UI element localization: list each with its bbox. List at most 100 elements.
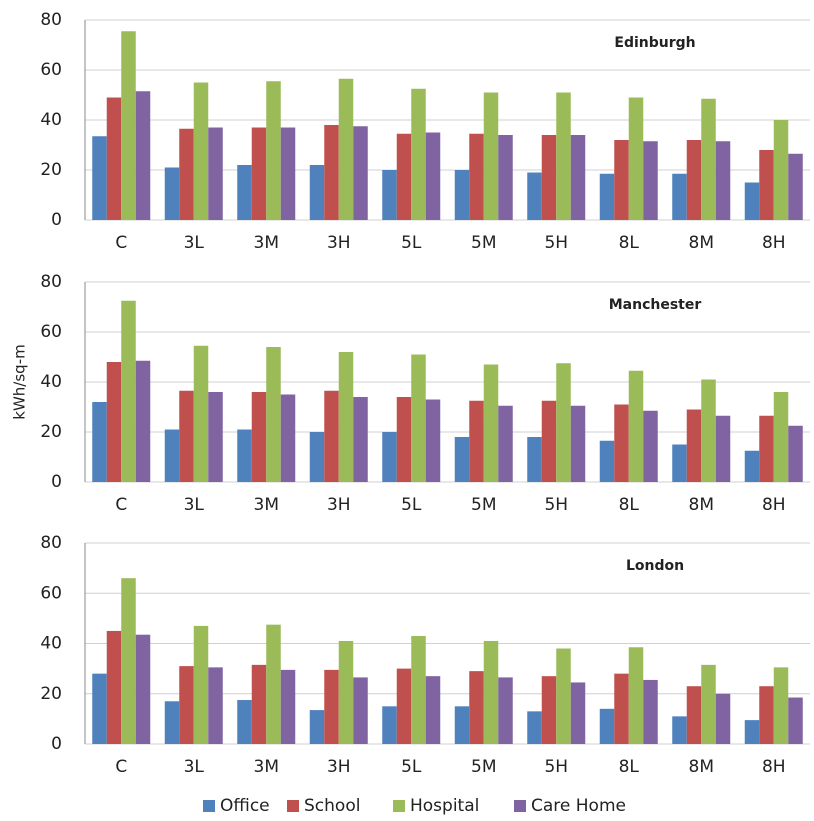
legend-label: Hospital (410, 796, 479, 816)
legend-label: School (304, 796, 360, 816)
x-tick-label: 5L (401, 495, 422, 515)
bar (541, 676, 557, 744)
y-tick-label: 60 (40, 322, 62, 342)
x-tick-label: 8H (762, 233, 786, 253)
x-tick-label: 8H (762, 757, 786, 777)
bar (686, 686, 702, 744)
bar (788, 425, 803, 482)
bar (411, 88, 426, 220)
bar (469, 400, 484, 482)
bar (251, 664, 267, 744)
bar (628, 647, 644, 744)
bar (324, 669, 339, 744)
bar (266, 624, 281, 744)
y-tick-label: 20 (40, 684, 62, 704)
bar (179, 666, 194, 744)
bar (541, 400, 557, 482)
bar (208, 667, 223, 744)
bar (570, 405, 586, 482)
legend-swatch (514, 800, 526, 812)
bar (599, 173, 615, 220)
bar (788, 153, 803, 220)
bar (106, 362, 122, 482)
legend-swatch (203, 800, 215, 812)
x-tick-label: 8L (619, 233, 640, 253)
bar (570, 135, 586, 220)
bar (672, 173, 687, 220)
bar (628, 97, 644, 220)
bar (179, 390, 194, 482)
bar (686, 140, 702, 220)
chart-title: Manchester (609, 297, 702, 313)
bar (498, 405, 513, 482)
bar (382, 432, 397, 482)
bar (324, 390, 339, 482)
legend-swatch (287, 800, 299, 812)
bar (773, 667, 789, 744)
bar (454, 706, 470, 744)
y-tick-label: 0 (51, 210, 62, 230)
bar (744, 720, 760, 744)
bar (164, 429, 180, 482)
bar (773, 392, 789, 482)
y-axis-label: kWh/sq-m (11, 344, 29, 419)
x-tick-label: 3L (184, 233, 205, 253)
y-tick-label: 0 (51, 472, 62, 492)
x-tick-label: 5H (544, 495, 568, 515)
bar (309, 710, 325, 744)
bar (208, 392, 223, 482)
bar (309, 165, 325, 220)
bar (759, 150, 774, 220)
bar (643, 410, 658, 482)
bar (715, 141, 731, 220)
legend-label: Office (220, 796, 270, 816)
bar (498, 135, 513, 220)
bar (483, 640, 499, 744)
x-tick-label: 3M (254, 757, 279, 777)
y-tick-label: 40 (40, 634, 62, 654)
x-tick-label: 3L (184, 495, 205, 515)
x-tick-label: 5M (471, 757, 496, 777)
bar (454, 170, 470, 220)
bar (164, 701, 180, 744)
x-tick-label: C (115, 757, 127, 777)
x-tick-label: 5H (544, 757, 568, 777)
bar (715, 415, 731, 482)
bar (599, 440, 615, 482)
bar (135, 360, 151, 482)
bar (179, 128, 194, 220)
bar (527, 172, 542, 220)
bar (324, 125, 339, 220)
y-tick-label: 60 (40, 60, 62, 80)
bar (425, 399, 441, 482)
bar (338, 352, 354, 482)
bar (425, 676, 441, 744)
bar (121, 31, 136, 220)
x-tick-label: 8M (689, 233, 714, 253)
x-tick-label: 3L (184, 757, 205, 777)
y-tick-label: 80 (40, 272, 62, 292)
bar (425, 132, 441, 220)
bar (773, 120, 789, 220)
bar (280, 394, 296, 482)
bar (266, 347, 281, 482)
bar (483, 92, 499, 220)
x-tick-label: 3H (327, 495, 351, 515)
y-tick-label: 40 (40, 372, 62, 392)
bar (135, 634, 151, 744)
bar (715, 693, 731, 744)
bar (92, 136, 107, 220)
bar (701, 98, 716, 220)
bar (135, 91, 151, 220)
x-tick-label: 5M (471, 233, 496, 253)
bar (556, 648, 571, 744)
x-tick-label: 3M (254, 233, 279, 253)
bar (106, 97, 122, 220)
bar (338, 640, 354, 744)
bar (266, 81, 281, 220)
x-tick-label: 3H (327, 233, 351, 253)
bar (759, 686, 774, 744)
bar (193, 82, 209, 220)
bar (686, 409, 702, 482)
